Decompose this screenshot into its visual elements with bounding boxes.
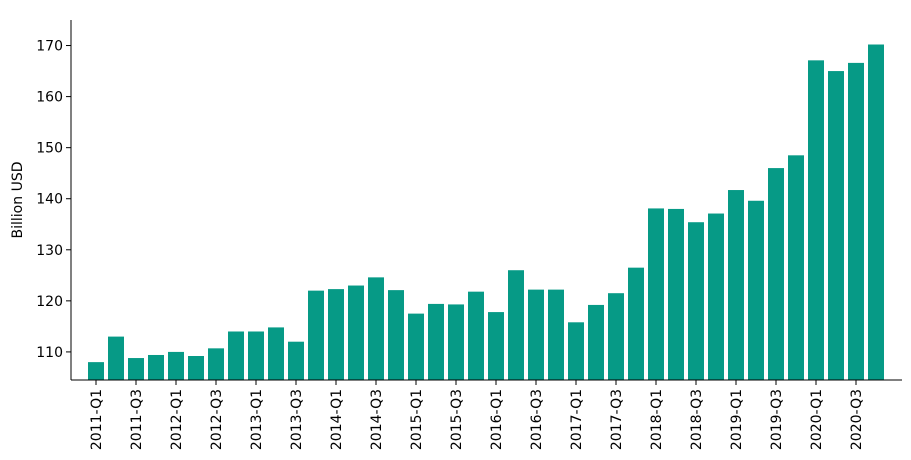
bar-2017-Q2 xyxy=(588,304,604,380)
x-tick-label: 2015-Q1 xyxy=(409,389,425,450)
x-tick-label: 2013-Q3 xyxy=(289,389,305,450)
x-tick-label: 2020-Q1 xyxy=(809,389,825,450)
x-tick-label: 2015-Q3 xyxy=(449,389,465,450)
bar-2015-Q1 xyxy=(408,313,424,380)
bar-2015-Q4 xyxy=(468,291,484,380)
y-tick-label: 130 xyxy=(36,243,63,259)
bar-2013-Q2 xyxy=(268,327,284,380)
bar-2017-Q1 xyxy=(568,322,584,380)
bar-2013-Q4 xyxy=(308,290,324,380)
bar-2011-Q3 xyxy=(128,358,144,380)
bar-2014-Q2 xyxy=(348,285,364,380)
bars-group xyxy=(88,44,884,381)
bar-2019-Q3 xyxy=(768,168,784,380)
bar-2020-Q4 xyxy=(868,44,884,380)
bar-2015-Q2 xyxy=(428,303,444,380)
y-tick-label: 140 xyxy=(36,192,63,208)
bar-2014-Q1 xyxy=(328,289,344,380)
y-axis-title: Billion USD xyxy=(10,162,26,239)
x-axis: 2011-Q1 2011-Q3 2012-Q1 2012-Q3 2013-Q1 2013-… xyxy=(89,380,865,450)
bar-2019-Q2 xyxy=(748,200,764,380)
bar-2012-Q4 xyxy=(228,331,244,380)
bar-2011-Q1 xyxy=(88,362,104,380)
x-tick-label: 2011-Q1 xyxy=(89,389,105,450)
bar-2017-Q4 xyxy=(628,267,644,380)
bar-2012-Q2 xyxy=(188,356,204,380)
x-tick-label: 2019-Q3 xyxy=(769,389,785,450)
y-tick-label: 150 xyxy=(36,141,63,157)
x-tick-label: 2011-Q3 xyxy=(129,389,145,450)
bar-2019-Q1 xyxy=(728,190,744,380)
bar-2018-Q4 xyxy=(708,213,724,380)
bar-2019-Q4 xyxy=(788,155,804,380)
y-tick-label: 170 xyxy=(36,39,63,55)
x-tick-label: 2013-Q1 xyxy=(249,389,265,450)
y-tick-label: 120 xyxy=(36,294,63,310)
bar-2011-Q2 xyxy=(108,336,124,380)
x-tick-label: 2017-Q1 xyxy=(569,389,585,450)
bar-2018-Q2 xyxy=(668,208,684,380)
bar-2016-Q1 xyxy=(488,312,504,380)
bar-2012-Q1 xyxy=(168,351,184,380)
bar-2016-Q4 xyxy=(548,289,564,380)
bar-2014-Q3 xyxy=(368,277,384,380)
x-tick-label: 2012-Q1 xyxy=(169,389,185,450)
x-tick-label: 2014-Q3 xyxy=(369,389,385,450)
bar-2016-Q2 xyxy=(508,270,524,380)
x-tick-label: 2020-Q3 xyxy=(849,389,865,450)
bar-2011-Q4 xyxy=(148,354,164,380)
x-tick-label: 2014-Q1 xyxy=(329,389,345,450)
bar-2012-Q3 xyxy=(208,348,224,380)
bar-2013-Q3 xyxy=(288,341,304,380)
x-tick-label: 2012-Q3 xyxy=(209,389,225,450)
x-tick-label: 2019-Q1 xyxy=(729,389,745,450)
bar-2018-Q1 xyxy=(648,208,664,380)
bar-2013-Q1 xyxy=(248,331,264,380)
bar-2020-Q3 xyxy=(848,62,864,380)
x-tick-label: 2018-Q1 xyxy=(649,389,665,450)
bar-2016-Q3 xyxy=(528,289,544,380)
bar-2020-Q1 xyxy=(808,60,824,381)
x-tick-label: 2016-Q3 xyxy=(529,389,545,450)
x-tick-label: 2017-Q3 xyxy=(609,389,625,450)
bar-2018-Q3 xyxy=(688,222,704,380)
bar-2015-Q3 xyxy=(448,304,464,380)
bar-2017-Q3 xyxy=(608,293,624,380)
y-tick-label: 110 xyxy=(36,345,63,361)
y-tick-label: 160 xyxy=(36,90,63,106)
bar-2020-Q2 xyxy=(828,71,844,380)
x-tick-label: 2016-Q1 xyxy=(489,389,505,450)
bar-2014-Q4 xyxy=(388,290,404,380)
x-tick-label: 2018-Q3 xyxy=(689,389,705,450)
y-axis: 110 120 130 140 150 160 170 xyxy=(36,39,71,361)
